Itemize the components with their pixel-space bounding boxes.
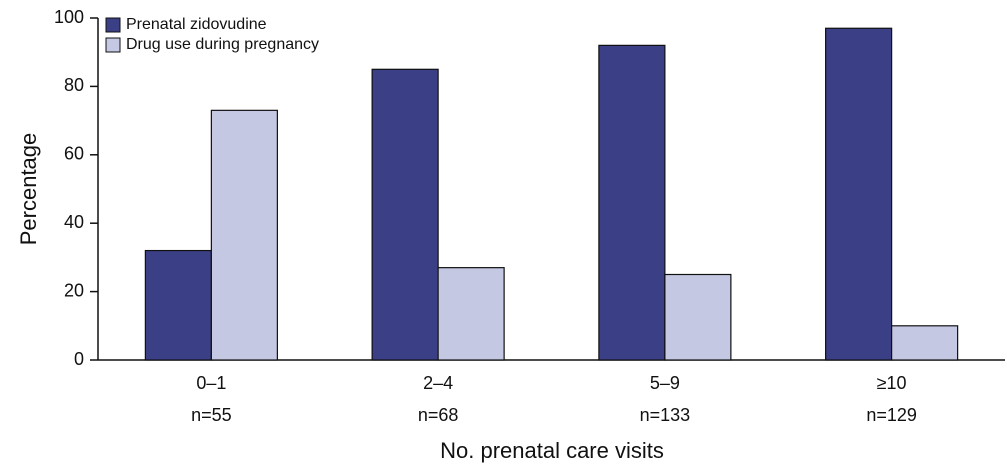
bar [144,249,212,361]
x-tick-label: 2–4 [423,373,453,393]
x-tick-sublabel: n=133 [640,405,691,425]
x-tick-label: ≥10 [877,373,907,393]
y-tick-label: 100 [54,7,84,27]
bar [437,267,505,361]
legend-swatch [105,37,121,53]
y-tick-label: 20 [64,280,84,300]
legend-label: Drug use during pregnancy [126,36,319,53]
y-tick-label: 40 [64,212,84,232]
x-axis-title: No. prenatal care visits [440,438,664,463]
y-tick-label: 80 [64,75,84,95]
x-tick-sublabel: n=55 [191,405,232,425]
legend-swatch [105,17,121,33]
bar [598,44,666,361]
x-tick-sublabel: n=129 [866,405,917,425]
x-tick-sublabel: n=68 [418,405,459,425]
bar [891,325,959,361]
bar [825,27,893,361]
x-tick-label: 5–9 [650,373,680,393]
y-axis-title: Percentage [16,133,41,246]
legend-label: Prenatal zidovudine [126,16,267,33]
bar [664,273,732,361]
y-tick-label: 0 [74,349,84,369]
y-tick-label: 60 [64,144,84,164]
bar [210,109,278,361]
x-tick-label: 0–1 [196,373,226,393]
bar [371,68,439,361]
